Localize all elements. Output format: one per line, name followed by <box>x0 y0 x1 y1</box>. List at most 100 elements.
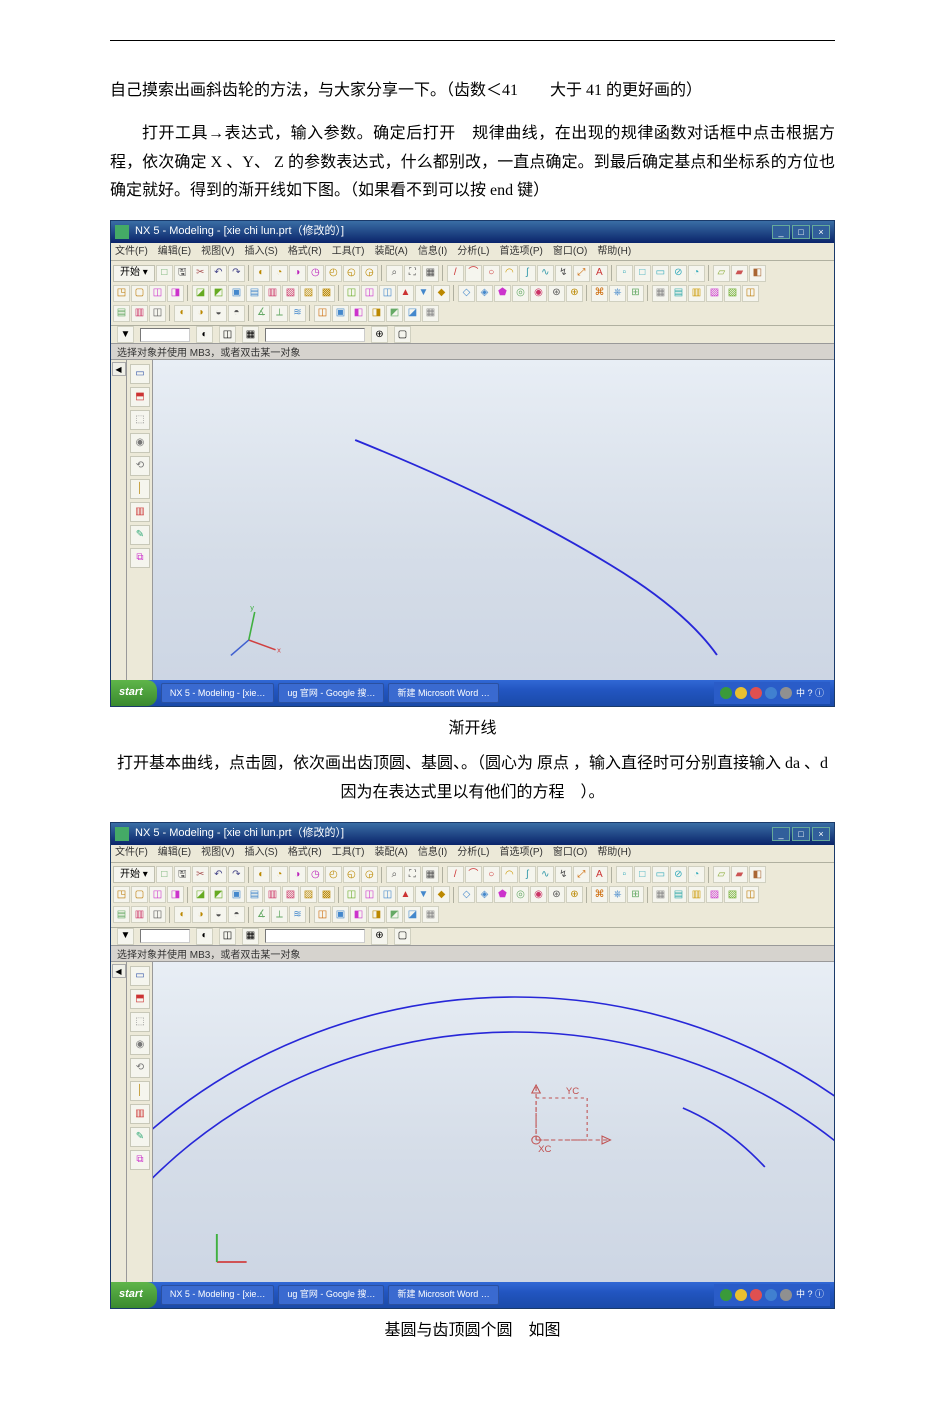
toolbar-button-icon[interactable]: ▦ <box>422 265 439 282</box>
menu-item[interactable]: 文件(F) <box>115 844 148 862</box>
toolbar-button-icon[interactable]: ◫ <box>149 886 166 903</box>
left-tool-button[interactable]: ⟲ <box>130 456 150 476</box>
selbar-icon[interactable]: ⊕ <box>371 928 388 945</box>
toolbar-button-icon[interactable]: ⊕ <box>566 886 583 903</box>
toolbar-button-icon[interactable]: ◷ <box>307 265 324 282</box>
menu-item[interactable]: 视图(V) <box>201 243 234 261</box>
toolbar-button-icon[interactable]: ▧ <box>724 285 741 302</box>
tray-icon[interactable] <box>765 1289 777 1301</box>
toolbar-button-icon[interactable]: ⊘ <box>670 866 687 883</box>
selbar-field[interactable] <box>140 328 190 342</box>
toolbar-button-icon[interactable]: ◒ <box>210 906 227 923</box>
toolbar-button-icon[interactable]: ▧ <box>724 886 741 903</box>
toolbar-button-icon[interactable]: ▭ <box>652 866 669 883</box>
toolbar-button-icon[interactable]: ⊘ <box>670 265 687 282</box>
toolbar-button-icon[interactable]: ▥ <box>264 886 281 903</box>
toolbar-button-icon[interactable]: ▥ <box>131 906 148 923</box>
toolbar-button-icon[interactable]: ⌒ <box>465 866 482 883</box>
toolbar-button-icon[interactable]: ◩ <box>210 886 227 903</box>
toolbar-button-icon[interactable]: ▤ <box>670 886 687 903</box>
left-tool-button[interactable]: ⬚ <box>130 410 150 430</box>
menu-item[interactable]: 窗口(O) <box>553 243 587 261</box>
menu-item[interactable]: 编辑(E) <box>158 243 191 261</box>
toolbar-button-icon[interactable]: ⊛ <box>548 886 565 903</box>
toolbar-button-icon[interactable]: ◨ <box>368 305 385 322</box>
toolbar-button-icon[interactable]: ▦ <box>422 906 439 923</box>
menu-item[interactable]: 工具(T) <box>332 243 365 261</box>
toolbar-button-icon[interactable]: ▣ <box>228 285 245 302</box>
toolbar-button-icon[interactable]: ◉ <box>530 886 547 903</box>
toolbar-button-icon[interactable]: ⊛ <box>548 285 565 302</box>
toolbar-button-icon[interactable]: ⌕ <box>386 866 403 883</box>
toolbar-button-icon[interactable]: ▲ <box>397 285 414 302</box>
toolbar-button-icon[interactable]: ◪ <box>404 305 421 322</box>
menu-item[interactable]: 首选项(P) <box>500 243 543 261</box>
toolbar-button-icon[interactable]: ⎈ <box>609 285 626 302</box>
toolbar-button-icon[interactable]: ◩ <box>386 906 403 923</box>
toolbar-button-icon[interactable]: ▦ <box>422 866 439 883</box>
menu-item[interactable]: 分析(L) <box>457 243 489 261</box>
tray-icon[interactable] <box>780 1289 792 1301</box>
toolbar-button-icon[interactable]: ▤ <box>113 305 130 322</box>
toolbar-button-icon[interactable]: ▥ <box>688 886 705 903</box>
toolbar-button-icon[interactable]: ◔ <box>271 265 288 282</box>
selbar-field[interactable] <box>265 328 365 342</box>
toolbar-button-icon[interactable]: ◶ <box>361 866 378 883</box>
toolbar-button-icon[interactable]: ▩ <box>318 886 335 903</box>
tray-icon[interactable] <box>735 1289 747 1301</box>
toolbar-button-icon[interactable]: ◫ <box>343 886 360 903</box>
left-tool-button[interactable]: ⧉ <box>130 548 150 568</box>
toolbar-button-icon[interactable]: ◫ <box>379 285 396 302</box>
tray-icon[interactable] <box>750 687 762 699</box>
toolbar-button-icon[interactable]: ⌘ <box>591 285 608 302</box>
toolbar-button-icon[interactable]: ↯ <box>555 866 572 883</box>
toolbar-button-icon[interactable]: ◧ <box>749 265 766 282</box>
close-button[interactable]: × <box>812 225 830 239</box>
toolbar-button-icon[interactable]: ▼ <box>415 886 432 903</box>
toolbar-button-icon[interactable]: ▰ <box>731 866 748 883</box>
taskbar-task-button[interactable]: NX 5 - Modeling - [xie… <box>161 1285 275 1305</box>
toolbar-button-icon[interactable]: ⬟ <box>494 285 511 302</box>
toolbar-button-icon[interactable]: ✂ <box>192 866 209 883</box>
toolbar-button-icon[interactable]: ▥ <box>264 285 281 302</box>
toolbar-button-icon[interactable]: ◠ <box>501 265 518 282</box>
toolbar-button-icon[interactable]: / <box>447 265 464 282</box>
toolbar-button-icon[interactable]: ▼ <box>415 285 432 302</box>
toolbar-button-icon[interactable]: ↷ <box>228 866 245 883</box>
toolbar-button-icon[interactable]: ◫ <box>343 285 360 302</box>
selbar-icon[interactable]: ⊕ <box>371 326 388 343</box>
toolbar-button-icon[interactable]: ◐ <box>253 866 270 883</box>
menu-item[interactable]: 装配(A) <box>374 844 407 862</box>
resource-tab-collapse[interactable]: ◀ <box>112 964 126 978</box>
menu-item[interactable]: 分析(L) <box>457 844 489 862</box>
menu-item[interactable]: 格式(R) <box>288 844 322 862</box>
toolbar-button-icon[interactable]: ◔ <box>688 866 705 883</box>
nx-graphics-canvas[interactable]: YCXC <box>153 962 834 1282</box>
tray-icon[interactable] <box>735 687 747 699</box>
toolbar-button-icon[interactable]: ▲ <box>397 886 414 903</box>
toolbar-button-icon[interactable]: ⊞ <box>627 886 644 903</box>
toolbar-button-icon[interactable]: ◨ <box>167 285 184 302</box>
toolbar-button-icon[interactable]: ⬟ <box>494 886 511 903</box>
selbar-icon[interactable]: ◫ <box>219 928 236 945</box>
toolbar-button-icon[interactable]: ◳ <box>113 886 130 903</box>
tray-icon[interactable] <box>720 687 732 699</box>
maximize-button[interactable]: □ <box>792 827 810 841</box>
toolbar-button-icon[interactable]: ⌘ <box>591 886 608 903</box>
toolbar-button-icon[interactable]: ◶ <box>361 265 378 282</box>
selbar-icon[interactable]: ▼ <box>117 928 134 945</box>
menu-item[interactable]: 视图(V) <box>201 844 234 862</box>
left-tool-button[interactable]: ▥ <box>130 502 150 522</box>
toolbar-button-icon[interactable]: ◉ <box>530 285 547 302</box>
toolbar-button-icon[interactable]: ▦ <box>652 285 669 302</box>
toolbar-button-icon[interactable]: ∿ <box>537 265 554 282</box>
toolbar-button-icon[interactable]: ◑ <box>192 305 209 322</box>
toolbar-button-icon[interactable]: ≋ <box>289 906 306 923</box>
toolbar-button-icon[interactable]: ↶ <box>210 265 227 282</box>
toolbar-button-icon[interactable]: ◳ <box>113 285 130 302</box>
left-tool-button[interactable]: ⟲ <box>130 1058 150 1078</box>
toolbar-button-icon[interactable]: ◫ <box>361 285 378 302</box>
toolbar-button-icon[interactable]: □ <box>156 866 173 883</box>
toolbar-button-icon[interactable]: ◫ <box>314 906 331 923</box>
minimize-button[interactable]: _ <box>772 225 790 239</box>
